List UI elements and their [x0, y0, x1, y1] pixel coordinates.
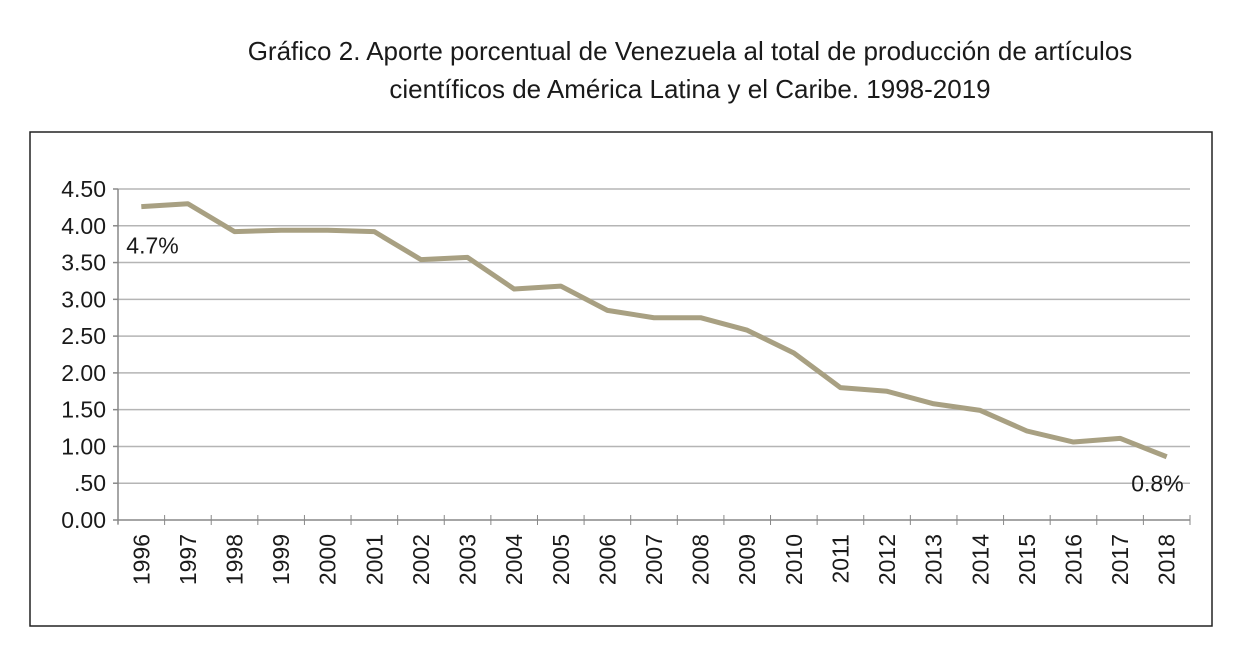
x-tick-label: 2012 — [874, 534, 900, 585]
y-tick-label: 1.50 — [61, 397, 106, 423]
x-tick-label: 2013 — [921, 534, 947, 585]
annotation-label: 0.8% — [1131, 471, 1183, 497]
x-tick-label: 2015 — [1014, 534, 1040, 585]
x-tick-label: 1997 — [175, 534, 201, 585]
y-tick-label: 1.00 — [61, 433, 106, 459]
y-tick-label: 2.50 — [61, 323, 106, 349]
y-tick-label: 4.50 — [61, 176, 106, 202]
y-tick-label: 4.00 — [61, 213, 106, 239]
x-tick-label: 2003 — [455, 534, 481, 585]
x-tick-label: 2011 — [827, 534, 853, 583]
y-tick-label: 0.00 — [61, 507, 106, 533]
x-tick-label: 2005 — [548, 534, 574, 585]
y-tick-label: 3.50 — [61, 250, 106, 276]
x-tick-label: 1996 — [128, 534, 154, 585]
chart-title-line2: científicos de América Latina y el Carib… — [389, 74, 990, 104]
y-tick-label: 3.00 — [61, 286, 106, 312]
x-tick-label: 1998 — [222, 534, 248, 585]
y-tick-label: .50 — [74, 470, 106, 496]
x-tick-label: 2001 — [361, 534, 387, 585]
series-line — [141, 204, 1166, 457]
x-tick-label: 2010 — [781, 534, 807, 585]
x-tick-label: 2002 — [408, 534, 434, 585]
x-tick-label: 2000 — [315, 534, 341, 585]
x-tick-label: 2017 — [1107, 534, 1133, 585]
x-tick-label: 2007 — [641, 534, 667, 585]
chart-title-line1: Gráfico 2. Aporte porcentual de Venezuel… — [248, 36, 1133, 66]
x-tick-label: 2008 — [688, 534, 714, 585]
x-tick-label: 2014 — [967, 534, 993, 585]
x-tick-label: 1999 — [268, 534, 294, 585]
y-tick-label: 2.00 — [61, 360, 106, 386]
annotation-label: 4.7% — [126, 233, 178, 259]
x-tick-label: 2016 — [1060, 534, 1086, 585]
x-tick-label: 2006 — [594, 534, 620, 585]
x-tick-label: 2018 — [1154, 534, 1180, 585]
x-tick-label: 2009 — [734, 534, 760, 585]
x-tick-label: 2004 — [501, 534, 527, 585]
